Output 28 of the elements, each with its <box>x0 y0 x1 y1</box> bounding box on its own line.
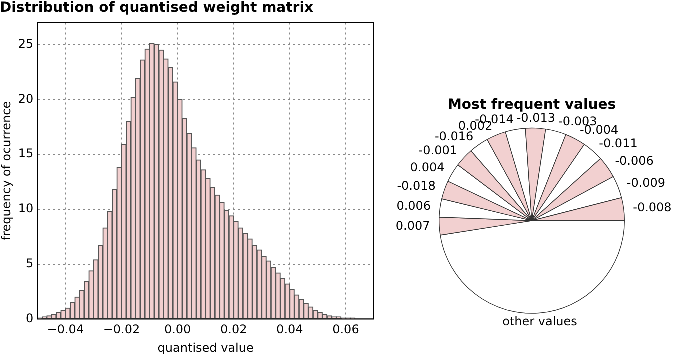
x-tick-label: 0.04 <box>276 322 304 337</box>
slice-label: -0.016 <box>434 129 474 144</box>
chart-title: Most frequent values <box>448 97 616 114</box>
y-tick-label: 20 <box>18 92 34 106</box>
slice-label: -0.009 <box>626 176 666 190</box>
slice-label: other values <box>502 314 578 329</box>
y-tick-label: 0 <box>26 311 34 326</box>
slice-label: 0.004 <box>410 160 445 174</box>
y-tick-label: 5 <box>26 256 34 270</box>
x-tick-label: 0.00 <box>164 322 192 337</box>
slice-label: -0.011 <box>599 136 638 150</box>
y-tick-label: 15 <box>18 146 34 161</box>
x-tick-label: 0.02 <box>220 322 248 337</box>
slice-label: -0.018 <box>397 179 436 194</box>
y-tick-label: 25 <box>18 36 34 51</box>
x-axis-title: quantised value <box>158 340 254 355</box>
x-tick-label: 0.06 <box>332 322 360 337</box>
y-tick-label: 10 <box>18 202 34 216</box>
slice-label: -0.006 <box>615 154 654 168</box>
slice-label: -0.013 <box>516 111 556 126</box>
chart-title: Distribution of quantised weight matrix <box>0 0 314 16</box>
slice-label: -0.008 <box>633 200 672 214</box>
slice-label: -0.001 <box>418 143 458 158</box>
y-axis-title: frequency of ocurrence <box>0 101 14 241</box>
x-tick-label: −0.04 <box>47 322 84 337</box>
slice-label: 0.007 <box>396 219 430 234</box>
slice-label: 0.006 <box>396 198 432 213</box>
x-tick-label: −0.02 <box>103 322 140 337</box>
